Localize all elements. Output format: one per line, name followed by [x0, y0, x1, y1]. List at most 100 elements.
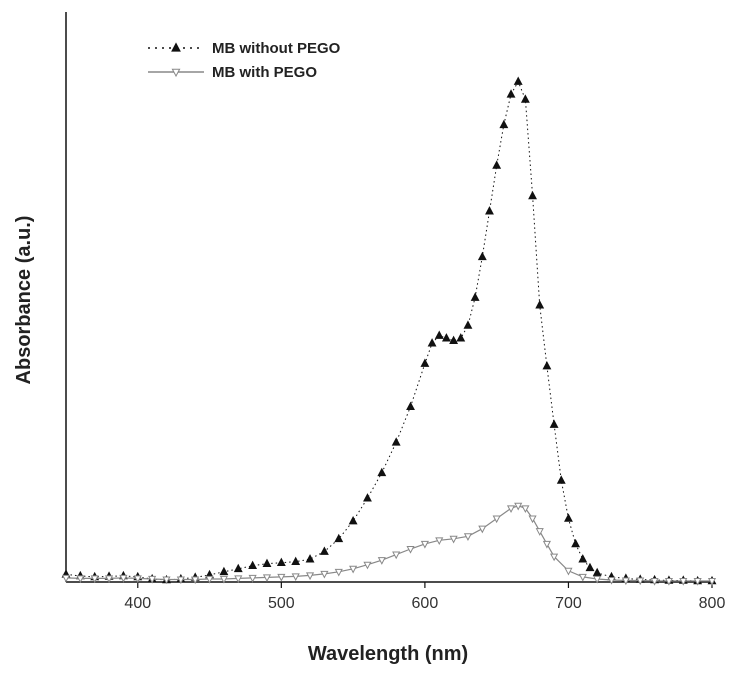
series-layer	[61, 76, 717, 586]
legend-label: MB with PEGO	[212, 64, 317, 81]
data-point	[133, 575, 142, 584]
data-point	[191, 576, 200, 585]
data-point	[478, 525, 487, 534]
data-point	[449, 335, 459, 344]
data-point	[492, 515, 501, 524]
data-point	[119, 574, 128, 583]
x-tick-label: 700	[555, 595, 582, 612]
x-tick-label: 400	[124, 595, 151, 612]
data-point	[262, 558, 272, 568]
legend: MB without PEGO MB with PEGO	[148, 40, 341, 81]
data-point	[592, 567, 602, 577]
data-point	[564, 567, 573, 576]
data-point	[550, 553, 559, 562]
data-point	[233, 563, 243, 573]
series-line	[65, 505, 712, 582]
data-point	[420, 358, 430, 367]
data-point	[549, 419, 559, 428]
data-point	[104, 575, 114, 584]
x-tick-label: 500	[268, 595, 295, 612]
data-point	[578, 573, 587, 582]
series-0	[61, 76, 717, 585]
data-point	[463, 533, 473, 541]
data-point	[363, 561, 372, 570]
data-point	[499, 119, 509, 129]
data-point	[391, 437, 401, 446]
data-point	[248, 560, 258, 570]
data-point	[477, 251, 487, 261]
legend-label: MB without PEGO	[212, 40, 341, 57]
data-point	[305, 572, 315, 581]
data-point	[514, 502, 523, 511]
data-point	[585, 562, 595, 572]
series-line	[65, 80, 712, 582]
data-point	[707, 577, 717, 586]
data-point	[219, 566, 229, 576]
data-point	[435, 537, 444, 546]
data-point	[377, 557, 386, 565]
data-point	[291, 556, 301, 565]
data-point	[420, 540, 429, 549]
data-point	[291, 573, 300, 582]
data-point	[664, 577, 674, 586]
data-point	[470, 292, 480, 301]
data-point	[463, 320, 473, 329]
data-point	[542, 361, 552, 370]
data-point	[162, 576, 171, 585]
plot-frame	[65, 12, 712, 583]
data-point	[542, 540, 551, 549]
data-point	[205, 575, 214, 584]
data-point	[607, 576, 616, 585]
data-point	[571, 538, 581, 548]
data-point	[148, 575, 157, 584]
data-point	[456, 333, 466, 342]
data-point	[406, 545, 415, 554]
data-point	[392, 551, 401, 560]
data-point	[521, 505, 530, 514]
data-point	[593, 575, 602, 584]
data-point	[492, 160, 502, 169]
x-ticks: 400 500 600 700 800	[124, 582, 725, 612]
data-point	[349, 565, 358, 574]
data-point	[320, 570, 329, 579]
x-tick-label: 600	[412, 595, 439, 612]
data-point	[528, 190, 537, 200]
data-point	[176, 576, 185, 585]
data-point	[319, 546, 329, 555]
data-point	[90, 575, 99, 584]
data-point	[427, 338, 437, 347]
data-point	[406, 401, 415, 411]
data-point	[262, 574, 272, 583]
data-point	[679, 577, 688, 586]
data-point	[248, 574, 257, 583]
data-point	[520, 94, 530, 103]
data-point	[506, 89, 516, 98]
data-point	[348, 515, 358, 525]
data-point	[334, 533, 344, 543]
legend-marker	[171, 68, 181, 78]
data-point	[334, 568, 343, 577]
data-point	[277, 573, 286, 582]
data-point	[219, 575, 228, 584]
data-point	[276, 557, 286, 566]
data-point	[76, 575, 85, 584]
data-point	[693, 577, 702, 586]
data-point	[506, 505, 516, 514]
data-point	[650, 577, 659, 586]
series-1	[61, 502, 717, 586]
data-point	[61, 574, 71, 583]
data-point	[578, 554, 588, 563]
data-point	[377, 467, 387, 477]
data-point	[535, 528, 544, 536]
data-point	[485, 206, 494, 215]
x-tick-label: 800	[699, 595, 726, 612]
data-point	[556, 475, 566, 484]
y-axis-title: Absorbance (a.u.)	[13, 216, 35, 385]
data-point	[449, 535, 458, 544]
x-axis-title: Wavelength (nm)	[308, 643, 468, 665]
data-point	[434, 330, 444, 339]
data-point	[513, 76, 523, 85]
data-point	[636, 577, 645, 586]
data-point	[234, 575, 243, 584]
